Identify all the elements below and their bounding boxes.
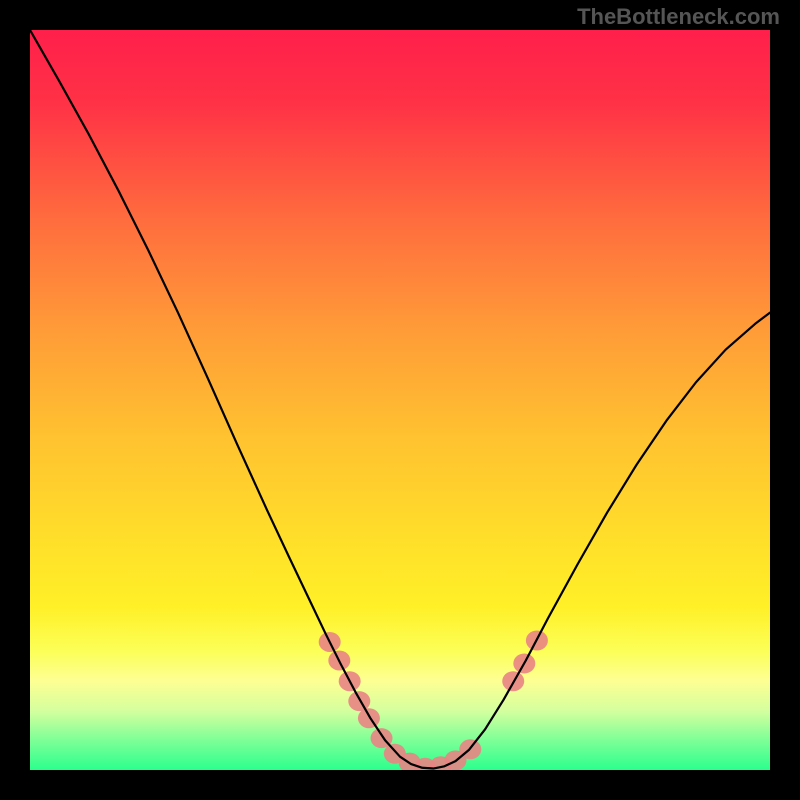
curve-marker [358,708,380,728]
watermark-text: TheBottleneck.com [577,4,780,30]
chart-plot-area [30,30,770,770]
chart-curve-layer [30,30,770,770]
curve-marker [348,691,370,711]
bottleneck-curve [30,30,770,769]
chart-markers [319,631,548,771]
